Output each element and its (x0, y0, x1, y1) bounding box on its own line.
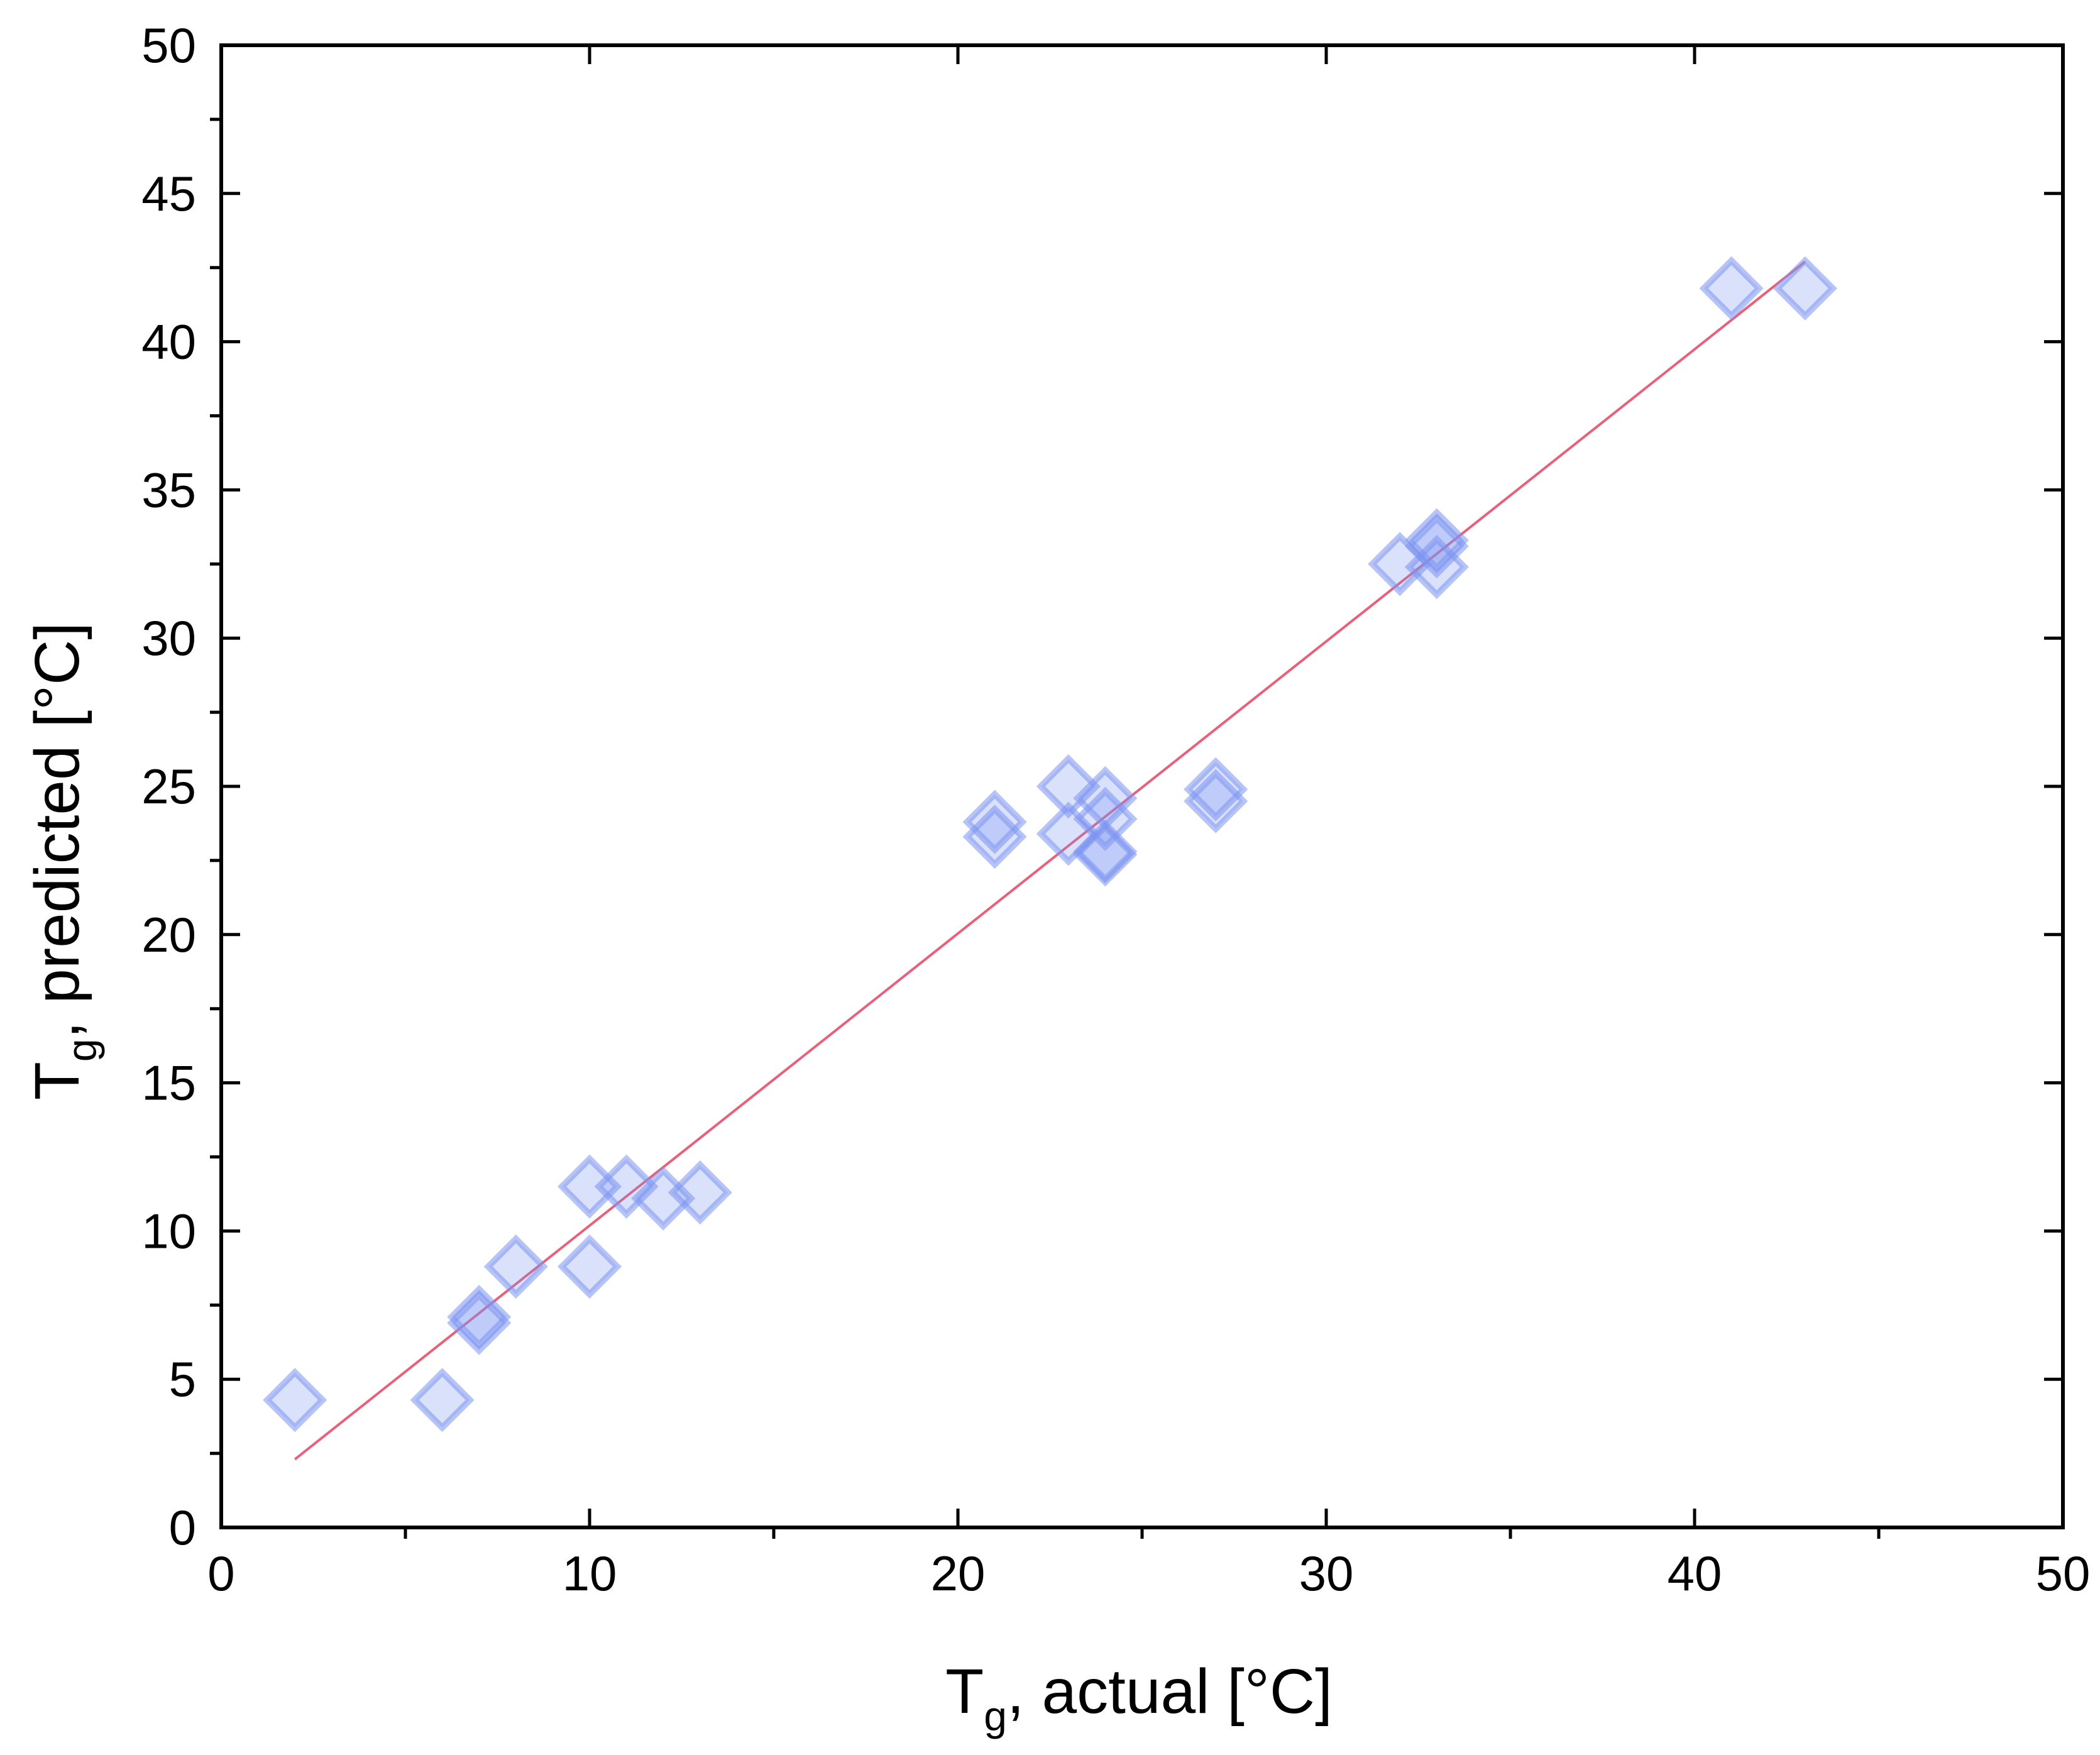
y-tick-label: 20 (141, 907, 196, 962)
y-tick-label: 45 (141, 166, 196, 221)
data-point-marker (1404, 514, 1469, 579)
fit-line-layer (294, 260, 1806, 1461)
data-point-marker (1184, 757, 1248, 822)
data-point-marker (1073, 822, 1138, 887)
x-axis-title-sub: g (984, 1693, 1007, 1739)
y-axis-title-sub: g (58, 1038, 105, 1062)
x-tick-label: 50 (2036, 1546, 2091, 1601)
data-point-marker (668, 1160, 732, 1225)
tick-layer: 0 10 20 30 40 50 0 5 10 15 20 25 30 35 40 45 50 (141, 18, 2090, 1601)
y-tick-label: 35 (141, 462, 196, 517)
data-point-marker (410, 1368, 475, 1433)
data-point-marker (1699, 256, 1764, 321)
x-tick-label: 30 (1299, 1546, 1354, 1601)
data-point-marker (1773, 256, 1837, 321)
x-tick-label: 10 (563, 1546, 617, 1601)
y-tick-label: 15 (141, 1055, 196, 1111)
data-point-marker (1404, 508, 1469, 573)
x-tick-label: 20 (931, 1546, 986, 1601)
x-axis-title-main: T (945, 1656, 984, 1727)
x-tick-label: 40 (1668, 1546, 1722, 1601)
data-point-marker (962, 789, 1027, 854)
y-tick-label: 30 (141, 610, 196, 666)
data-point-marker (1184, 769, 1248, 833)
data-point-marker (557, 1234, 622, 1299)
y-axis-title-rest: , predicted [°C] (22, 622, 92, 1039)
y-tick-label: 50 (141, 18, 196, 73)
y-tick-label: 0 (169, 1500, 196, 1555)
marker-layer (263, 256, 1837, 1433)
x-axis-title: Tg, actual [°C] (945, 1656, 1333, 1739)
data-point-marker (263, 1368, 327, 1433)
data-point-marker (447, 1290, 512, 1355)
fit-line (294, 260, 1806, 1461)
x-tick-label: 0 (207, 1546, 234, 1601)
data-point-marker (1073, 786, 1138, 851)
y-axis-title-main: T (22, 1062, 92, 1100)
y-axis-title: Tg, predicted [°C] (22, 622, 105, 1100)
y-tick-label: 40 (141, 314, 196, 370)
y-tick-label: 5 (169, 1351, 196, 1407)
x-axis-title-rest: , actual [°C] (1007, 1656, 1333, 1727)
data-point-marker (447, 1285, 512, 1350)
data-point-marker (483, 1234, 548, 1299)
y-tick-label: 10 (141, 1203, 196, 1258)
y-tick-label: 25 (141, 759, 196, 814)
